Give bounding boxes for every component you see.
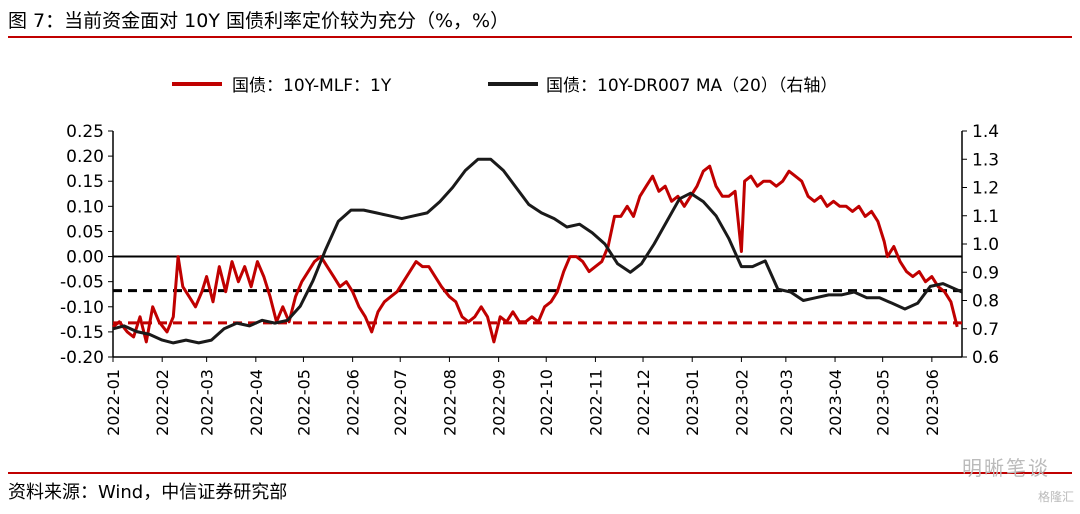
x-tick-label: 2022-12	[634, 369, 653, 436]
series-line-10y-dr007	[112, 157, 963, 345]
right-tick-label: 1.0	[972, 235, 999, 255]
series-lines	[112, 157, 963, 345]
footer-divider	[8, 472, 1072, 474]
reference-lines	[113, 255, 962, 325]
right-tick-label: 0.8	[972, 292, 999, 312]
left-tick-label: -0.15	[60, 323, 104, 343]
x-tick-label: 2023-04	[826, 369, 845, 436]
right-tick-label: 1.3	[972, 150, 999, 170]
right-tick-label: 0.9	[972, 263, 999, 283]
legend-label-series2: 国债：10Y-DR007 MA（20）（右轴）	[546, 76, 837, 96]
x-tick-label: 2023-06	[923, 369, 942, 436]
right-tick-label: 0.7	[972, 320, 999, 340]
left-tick-label: -0.05	[60, 273, 104, 293]
x-tick-label: 2023-01	[683, 369, 702, 436]
x-tick-label: 2022-07	[391, 369, 410, 436]
legend-label-series1: 国债：10Y-MLF：1Y	[232, 76, 392, 96]
x-tick-label: 2022-09	[490, 369, 509, 436]
left-tick-label: -0.20	[60, 348, 104, 368]
x-tick-label: 2022-10	[537, 369, 556, 436]
left-tick-label: 0.05	[66, 222, 104, 242]
x-tick-label: 2022-11	[586, 369, 605, 436]
legend: 国债：10Y-MLF：1Y 国债：10Y-DR007 MA（20）（右轴）	[172, 76, 837, 96]
watermark: 明晰笔谈	[962, 456, 1050, 480]
x-tick-label: 2022-02	[153, 369, 172, 436]
title-divider	[8, 36, 1072, 38]
x-tick-label: 2022-08	[440, 369, 459, 436]
series-line-10y-mlf	[112, 164, 959, 344]
x-tick-label: 2023-05	[874, 369, 893, 436]
left-tick-label: 0.10	[66, 197, 104, 217]
right-tick-label: 1.4	[972, 122, 999, 142]
x-tick-label: 2022-03	[198, 369, 217, 436]
x-tick-label: 2023-02	[732, 369, 751, 436]
left-tick-label: 0.25	[66, 122, 104, 142]
x-tick-label: 2022-04	[247, 369, 266, 436]
axes: -0.20 -0.15 -0.10 -0.05 0.00 0.05 0.10 0.15 0.20…	[60, 122, 999, 436]
x-tick-label: 2022-01	[104, 369, 123, 436]
left-tick-label: 0.20	[66, 147, 104, 167]
chart-title: 图 7：当前资金面对 10Y 国债利率定价较为充分（%，%）	[8, 10, 510, 32]
source-note: 资料来源：Wind，中信证券研究部	[8, 482, 288, 503]
watermark-small: 格隆汇	[1037, 490, 1074, 504]
right-tick-label: 1.2	[972, 179, 999, 199]
right-tick-label: 1.1	[972, 207, 999, 227]
left-tick-label: 0.00	[66, 248, 104, 268]
x-tick-label: 2023-03	[777, 369, 796, 436]
left-tick-label: -0.10	[60, 298, 104, 318]
left-tick-label: 0.15	[66, 172, 104, 192]
x-tick-label: 2022-05	[294, 369, 313, 436]
x-tick-label: 2022-06	[344, 369, 363, 436]
chart-svg: 国债：10Y-MLF：1Y 国债：10Y-DR007 MA（20）（右轴） -0…	[60, 76, 999, 436]
right-tick-label: 0.6	[972, 348, 999, 368]
